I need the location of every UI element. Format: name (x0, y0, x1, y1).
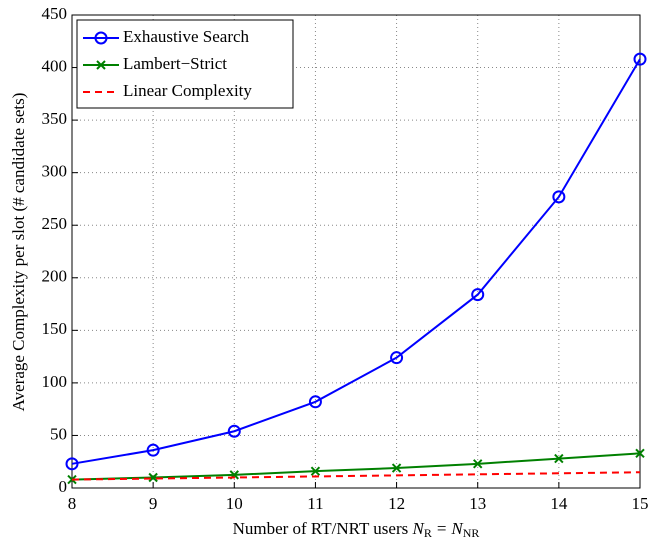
x-tick-label: 15 (632, 494, 649, 513)
y-tick-label: 450 (42, 4, 68, 23)
plot-frame (71, 14, 641, 489)
point (310, 466, 321, 476)
x-tick-label: 8 (68, 494, 77, 513)
point (94, 31, 108, 45)
point (227, 424, 241, 438)
series-line (71, 452, 641, 481)
y-tick-label: 0 (59, 477, 68, 496)
x-axis-label-math: = (437, 519, 447, 538)
point (473, 459, 483, 469)
x-tick-label: 9 (149, 494, 158, 513)
y-tick-label: 50 (50, 424, 67, 443)
x-axis-label-math: N (450, 519, 464, 538)
point (633, 52, 647, 66)
y-axis-label: Average Complexity per slot (# candidate… (9, 93, 28, 412)
y-tick-label: 300 (42, 162, 68, 181)
y-tick-label: 200 (42, 267, 68, 286)
legend-label: Lambert−Strict (123, 54, 227, 73)
point (471, 288, 485, 302)
x-axis-label: Number of RT/NRT users NR = NNR (233, 519, 480, 540)
point (146, 443, 160, 457)
point (308, 395, 322, 409)
y-tick-label: 150 (42, 319, 68, 338)
x-tick-label: 11 (307, 494, 323, 513)
x-axis-label-math: N (411, 519, 425, 538)
legend-label: Exhaustive Search (123, 27, 250, 46)
x-tick-label: 14 (550, 494, 568, 513)
x-axis-label-text: Number of RT/NRT users (233, 519, 409, 538)
y-tick-label: 350 (42, 109, 68, 128)
x-tick-label: 12 (388, 494, 405, 513)
x-axis-label-math: R (424, 526, 432, 540)
series-line (71, 58, 641, 465)
x-axis-label-math: NR (463, 526, 480, 540)
y-tick-label: 400 (42, 56, 68, 75)
y-tick-label: 250 (42, 214, 68, 233)
y-tick-label: 100 (42, 372, 68, 391)
series-line (71, 471, 641, 481)
point (552, 190, 566, 204)
point (391, 463, 402, 473)
point (65, 457, 79, 471)
point (96, 60, 106, 70)
point (554, 453, 564, 464)
x-tick-label: 10 (226, 494, 243, 513)
point (390, 351, 404, 365)
x-tick-label: 13 (469, 494, 486, 513)
point (148, 472, 158, 483)
legend-label: Linear Complexity (123, 81, 252, 100)
point (635, 448, 645, 459)
